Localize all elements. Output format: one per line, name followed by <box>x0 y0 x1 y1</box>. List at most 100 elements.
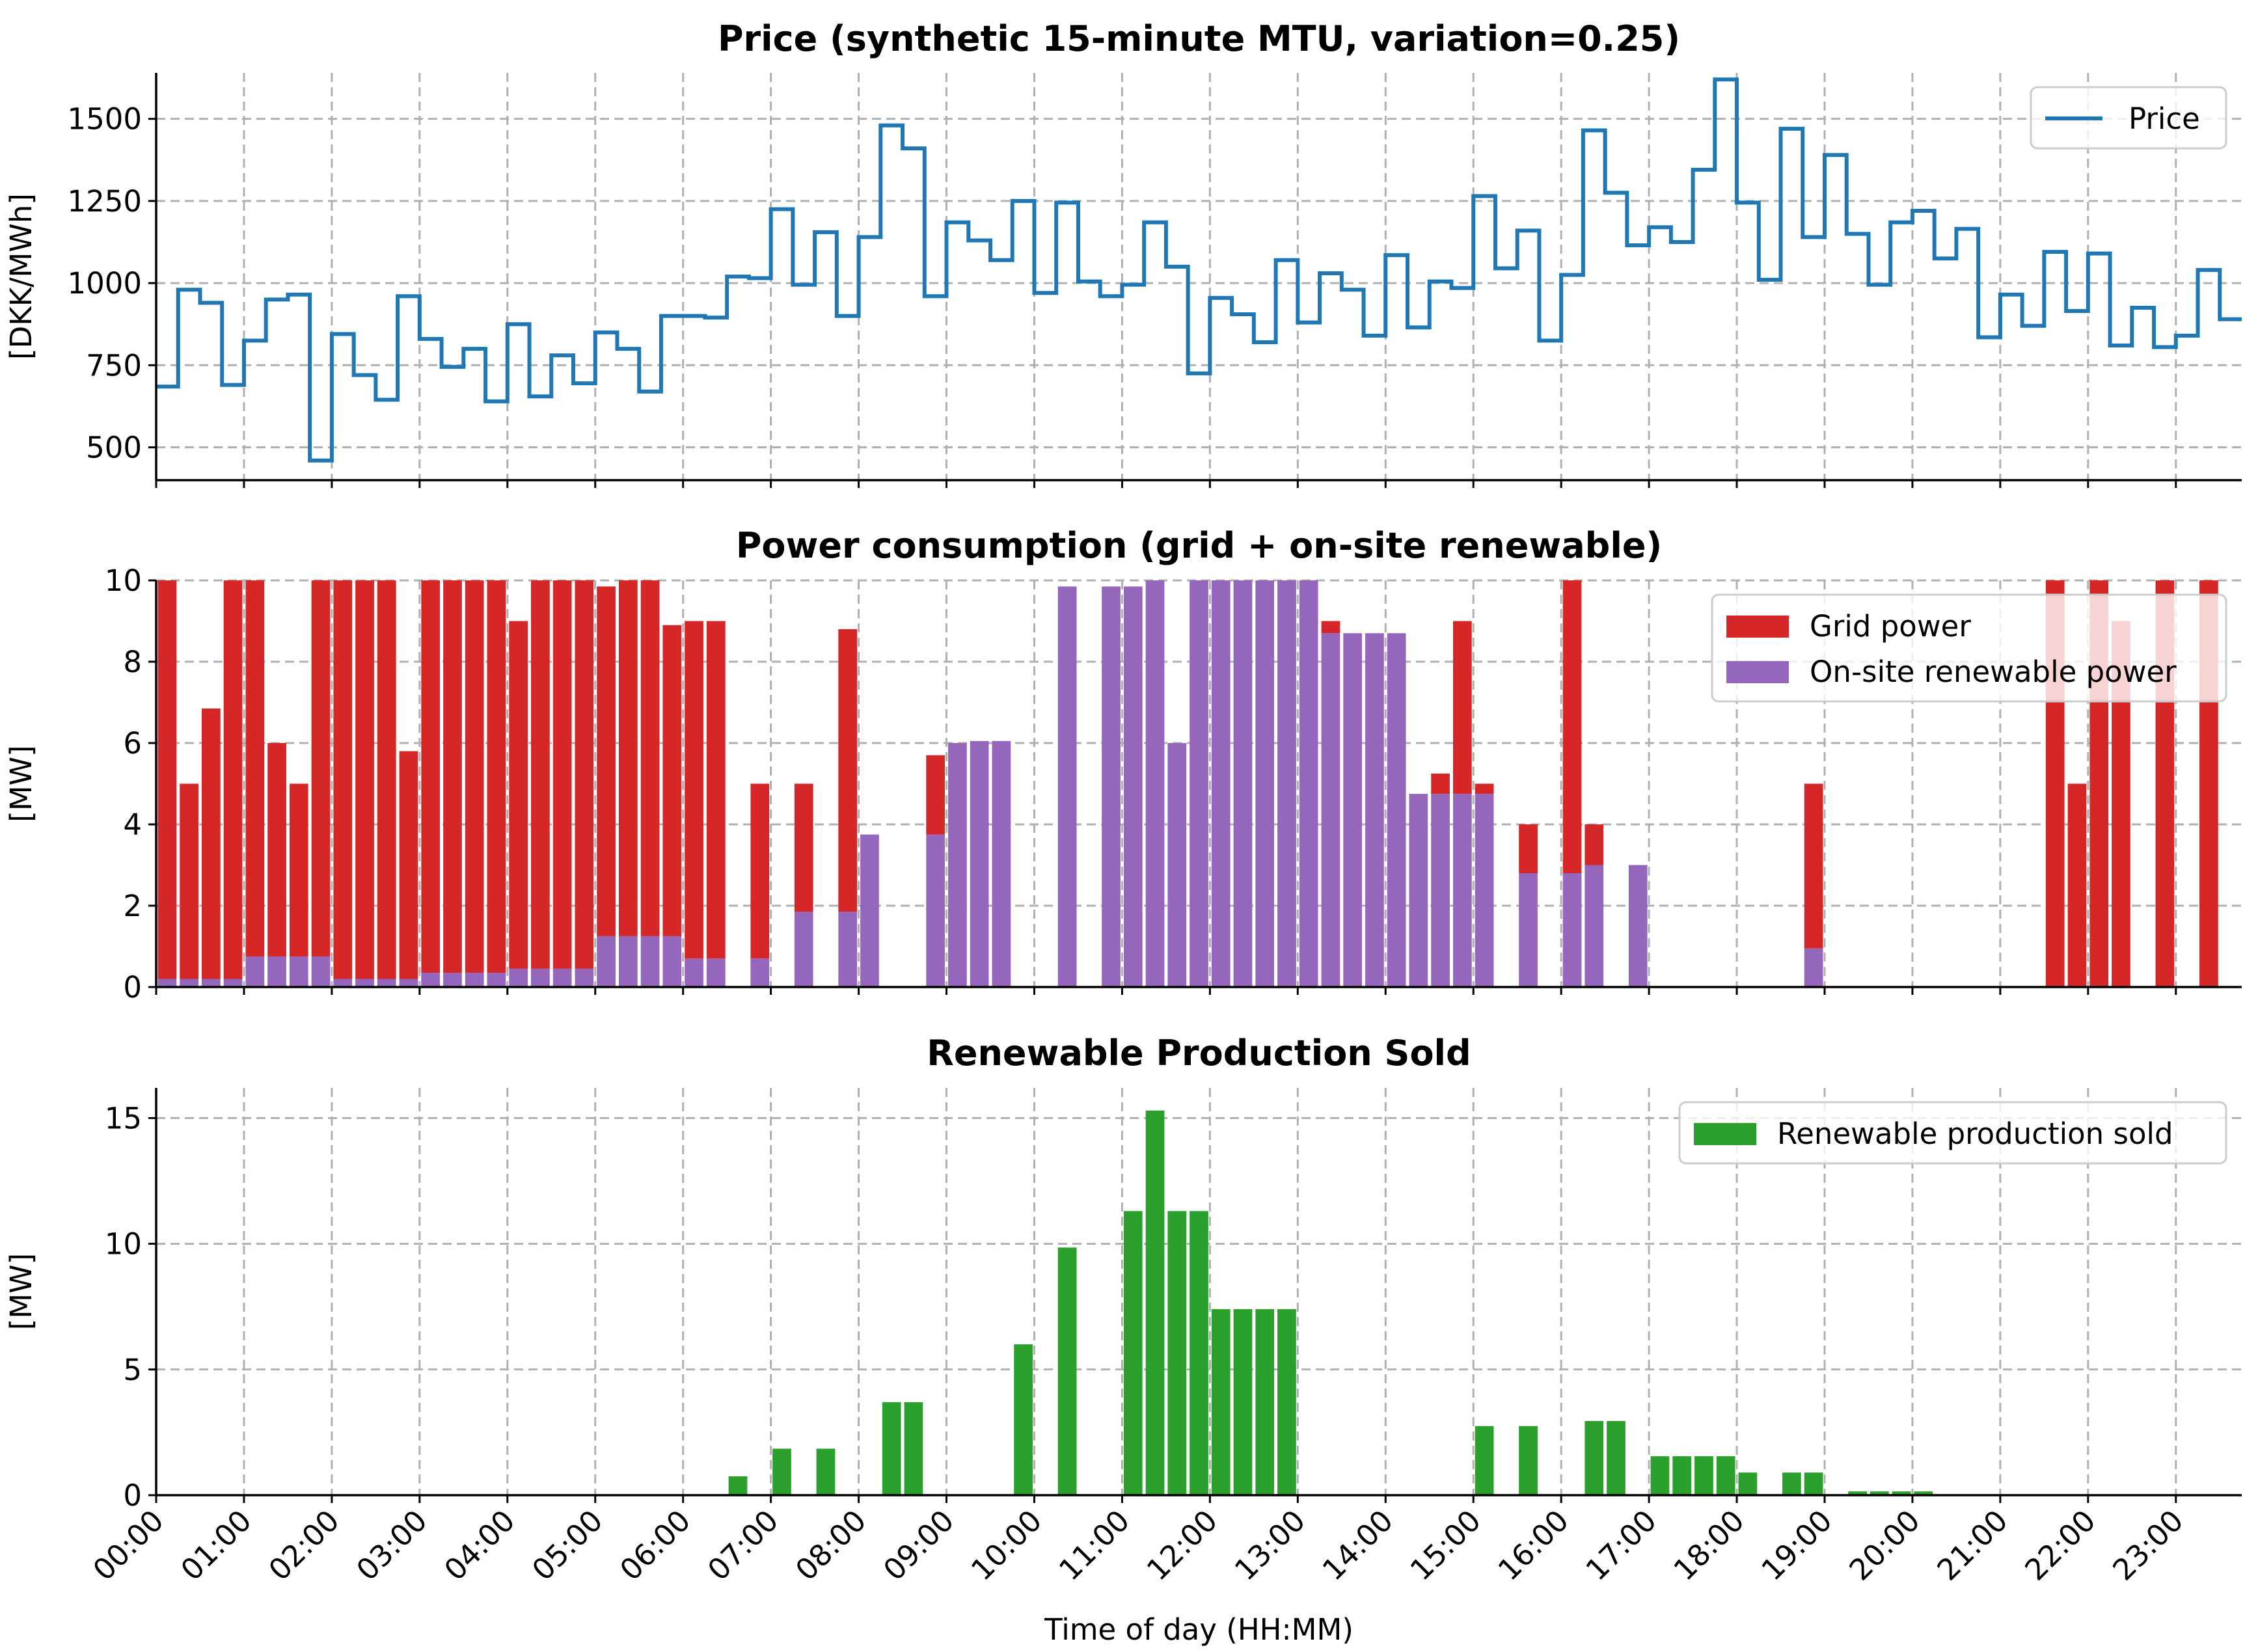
on-site-renewable-power-bar <box>706 958 726 987</box>
consumption-legend: Grid power On-site renewable power <box>1711 593 2227 703</box>
on-site-renewable-power-legend-swatch <box>1726 661 1789 683</box>
price-panel: Price (synthetic 15-minute MTU, variatio… <box>4 18 2242 488</box>
grid-power-bar <box>531 580 550 969</box>
grid-power-bar <box>443 580 462 973</box>
price-y-axis-label: [DKK/MWh] <box>4 193 38 360</box>
grid-power-bar <box>2067 783 2087 987</box>
renewable-production-sold-bar <box>1716 1456 1735 1495</box>
consumption-y-axis-label: [MW] <box>4 745 38 822</box>
on-site-renewable-power-bar <box>552 968 572 987</box>
renewable-production-sold-bar <box>1190 1211 1208 1495</box>
on-site-renewable-power-bar <box>267 956 286 987</box>
on-site-renewable-power-bar <box>1562 873 1582 987</box>
on-site-renewable-power-bar <box>1277 580 1296 987</box>
grid-power-legend-label: Grid power <box>1810 609 1971 643</box>
price-y-tick-label: 1250 <box>67 184 142 219</box>
on-site-renewable-power-bar <box>487 973 506 987</box>
on-site-renewable-power-bar <box>509 968 528 987</box>
consumption-panel: Power consumption (grid + on-site renewa… <box>4 525 2242 1005</box>
renewable-sold-y-axis-label: [MW] <box>4 1253 38 1330</box>
renewable-production-sold-legend-swatch <box>1694 1123 1756 1145</box>
grid-power-bar <box>794 783 813 912</box>
renewable-production-sold-bar <box>1277 1309 1296 1495</box>
renewable-production-sold-bar <box>904 1402 923 1495</box>
renewable-production-sold-bar <box>1694 1456 1713 1495</box>
renewable-sold-gridlines <box>155 1088 2242 1496</box>
grid-power-bar <box>1431 773 1450 794</box>
renewable-production-sold-bar <box>1738 1472 1758 1495</box>
grid-power-bar <box>597 586 616 936</box>
on-site-renewable-power-bar <box>970 740 989 987</box>
on-site-renewable-power-bar <box>1628 865 1648 987</box>
on-site-renewable-power-bar <box>180 979 198 987</box>
on-site-renewable-power-bar <box>1167 743 1187 987</box>
renewable-production-sold-bar <box>1804 1472 1823 1495</box>
grid-power-bar <box>1475 783 1494 794</box>
on-site-renewable-power-bar <box>1057 586 1077 987</box>
grid-power-bar <box>1562 580 1582 873</box>
renewable-production-sold-bar <box>882 1402 901 1495</box>
price-y-tick-label: 1000 <box>67 266 142 301</box>
on-site-renewable-power-bar <box>1475 794 1494 987</box>
renewable-production-sold-bar <box>1014 1344 1033 1495</box>
grid-power-bar <box>552 580 572 969</box>
renewable-sold-y-tick-label: 5 <box>123 1353 142 1387</box>
renewable-production-sold-bar <box>1057 1247 1077 1495</box>
grid-power-bar <box>311 580 331 957</box>
grid-power-bar <box>509 621 528 969</box>
renewable-sold-y-tick-label: 15 <box>105 1101 142 1135</box>
grid-power-bar <box>377 580 396 979</box>
on-site-renewable-power-bar <box>443 973 462 987</box>
on-site-renewable-power-bar <box>860 834 879 987</box>
on-site-renewable-power-bar <box>157 979 177 987</box>
grid-power-bar <box>685 621 703 959</box>
grid-power-bar <box>1585 824 1604 865</box>
on-site-renewable-power-bar <box>1123 586 1143 987</box>
renewable-production-sold-bar <box>1848 1491 1867 1495</box>
on-site-renewable-power-bar <box>662 936 682 987</box>
on-site-renewable-power-bar <box>333 979 353 987</box>
on-site-renewable-power-bar <box>1387 633 1406 987</box>
renewable-production-sold-bar <box>1870 1491 1889 1495</box>
on-site-renewable-power-bar <box>289 956 308 987</box>
grid-power-bar <box>750 783 770 959</box>
on-site-renewable-power-bar <box>531 968 550 987</box>
on-site-renewable-power-bar <box>640 936 660 987</box>
renewable-production-sold-bar <box>1650 1456 1670 1495</box>
on-site-renewable-power-bar <box>750 958 770 987</box>
price-y-tick-label: 1500 <box>67 102 142 137</box>
grid-power-bar <box>1519 824 1538 873</box>
consumption-y-tick-label: 8 <box>123 645 142 679</box>
grid-power-bar <box>399 751 418 979</box>
renewable-production-sold-bar <box>1519 1426 1538 1495</box>
on-site-renewable-power-bar <box>597 936 616 987</box>
on-site-renewable-power-bar <box>685 958 703 987</box>
renewable-sold-y-tick-label: 10 <box>105 1227 142 1262</box>
on-site-renewable-power-bar <box>311 956 331 987</box>
on-site-renewable-power-bar <box>1211 580 1231 987</box>
consumption-y-tick-label: 2 <box>123 889 142 923</box>
grid-power-bar <box>157 580 177 979</box>
on-site-renewable-power-bar <box>1299 580 1318 987</box>
on-site-renewable-power-bar <box>1190 580 1208 987</box>
on-site-renewable-power-bar <box>399 979 418 987</box>
on-site-renewable-power-bar <box>948 743 967 987</box>
on-site-renewable-power-legend-label: On-site renewable power <box>1810 655 2177 689</box>
renewable-production-sold-bar <box>816 1448 836 1495</box>
x-axis-label: Time of day (HH:MM) <box>1044 1612 1353 1647</box>
grid-power-bar <box>421 580 441 973</box>
grid-power-bar <box>575 580 594 969</box>
grid-power-bar <box>1321 621 1340 634</box>
grid-power-bar <box>1804 783 1823 949</box>
renewable-production-sold-bar <box>1914 1491 1933 1495</box>
on-site-renewable-power-bar <box>245 956 265 987</box>
price-legend-label: Price <box>2129 102 2200 136</box>
price-title: Price (synthetic 15-minute MTU, variatio… <box>718 18 1680 59</box>
on-site-renewable-power-bar <box>355 979 374 987</box>
grid-power-bar <box>355 580 374 979</box>
on-site-renewable-power-bar <box>1255 580 1275 987</box>
price-series-line <box>156 77 2242 463</box>
on-site-renewable-power-bar <box>1365 633 1384 987</box>
on-site-renewable-power-bar <box>1585 865 1604 987</box>
